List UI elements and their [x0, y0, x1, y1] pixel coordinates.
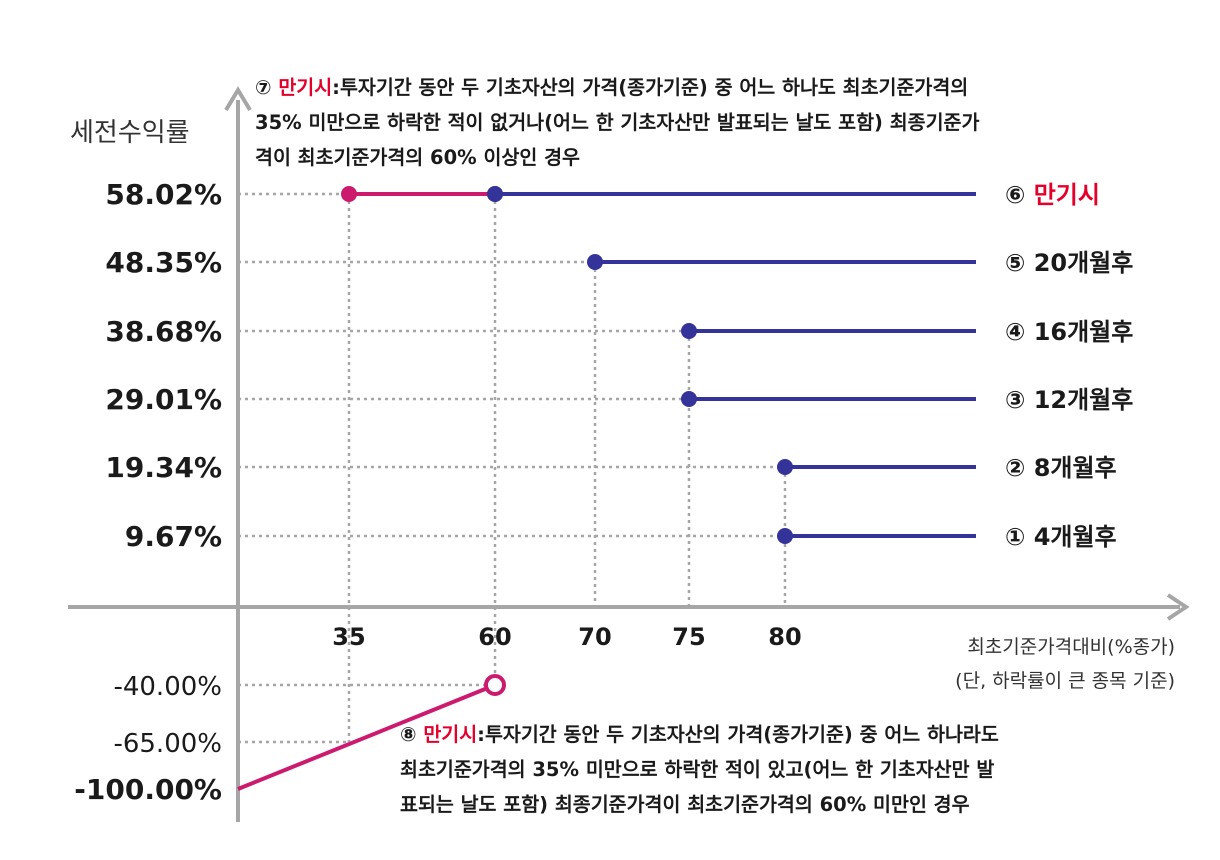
y-tick-label: 29.01% [105, 383, 222, 416]
axes [68, 86, 1190, 822]
x-tick-label: 75 [672, 623, 705, 651]
series-label: ④ 16개월후 [1005, 318, 1133, 346]
series-label: ① 4개월후 [1005, 523, 1117, 551]
x-tick-label: 60 [478, 623, 511, 651]
note-8: ⑧ 만기시:투자기간 동안 두 기초자산의 가격(종가기준) 중 어느 하나라도… [400, 717, 999, 822]
y-axis-title: 세전수익률 [70, 118, 190, 148]
note-7-line2: 35% 미만으로 하락한 적이 없거나(어느 한 기초자산만 발표되는 날도 포… [255, 111, 980, 134]
marker-point [341, 186, 357, 202]
note-7-red: 만기시 [278, 76, 333, 99]
x-tick-label: 35 [332, 623, 365, 651]
series-label: ⑥ 만기시 [1005, 181, 1100, 209]
y-tick-label: -40.00% [113, 672, 222, 702]
series-marks [237, 186, 976, 791]
y-tick-label: 19.34% [105, 451, 222, 484]
y-axis-arrow [224, 86, 252, 112]
note-8-line1: :투자기간 동안 두 기초자산의 가격(종가기준) 중 어느 하나라도 [477, 723, 999, 746]
x-axis-arrow [1166, 593, 1190, 621]
marker-point [777, 459, 793, 475]
open-marker [484, 674, 506, 696]
series-label: ③ 12개월후 [1005, 386, 1133, 414]
x-axis-title: 최초기준가격대비(%종가) [967, 636, 1175, 658]
y-tick-label: 38.68% [105, 315, 222, 348]
marker-point [681, 391, 697, 407]
marker-point [487, 186, 503, 202]
note-8-red: 만기시 [423, 723, 478, 746]
gridlines [238, 192, 787, 744]
note-7: ⑦ 만기시:투자기간 동안 두 기초자산의 가격(종가기준) 중 어느 하나도 … [255, 70, 979, 175]
marker-point [681, 323, 697, 339]
x-axis-title-block: 최초기준가격대비(%종가) (단, 하락률이 큰 종목 기준) [955, 630, 1175, 698]
y-tick-label: 48.35% [105, 246, 222, 279]
marker-point [777, 528, 793, 544]
series-label: ② 8개월후 [1005, 454, 1117, 482]
x-tick-label: 70 [578, 623, 611, 651]
note-8-line3: 표되는 날도 포함) 최종기준가격이 최초기준가격의 60% 미만인 경우 [400, 793, 970, 816]
note-8-line2: 최초기준가격의 35% 미만으로 하락한 적이 있고(어느 한 기초자산만 발 [400, 758, 995, 781]
y-tick-label: -100.00% [74, 773, 222, 806]
series-line-7 [237, 683, 496, 791]
y-tick-label: 9.67% [125, 520, 222, 553]
note-7-line3: 격이 최초기준가격의 60% 이상인 경우 [255, 146, 580, 169]
y-tick-label: 58.02% [105, 178, 222, 211]
note-8-num: ⑧ [400, 723, 417, 746]
marker-point [587, 254, 603, 270]
x-axis-note: (단, 하락률이 큰 종목 기준) [955, 670, 1175, 692]
note-7-line1: :투자기간 동안 두 기초자산의 가격(종가기준) 중 어느 하나도 최초기준가… [332, 76, 969, 99]
x-tick-label: 80 [768, 623, 801, 651]
tick-labels: ⑥ 만기시 ⑤ 20개월후 ④ 16개월후 ③ 12개월후 ② 8개월후 ① 4개월후 58… [74, 178, 1133, 806]
note-7-num: ⑦ [255, 76, 272, 99]
series-label: ⑤ 20개월후 [1005, 249, 1133, 277]
y-tick-label: -65.00% [113, 729, 222, 759]
